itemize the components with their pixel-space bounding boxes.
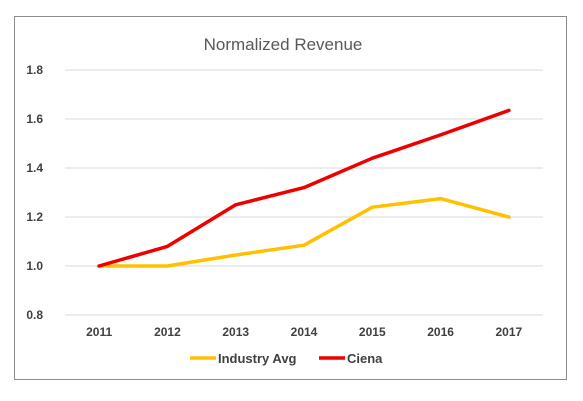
legend: Industry Avg Ciena [190, 351, 383, 366]
y-tick-label: 1.6 [26, 112, 43, 126]
y-tick-label: 0.8 [26, 308, 43, 322]
data-point [439, 197, 443, 201]
legend-label: Ciena [347, 351, 383, 366]
x-tick-label: 2016 [427, 325, 454, 339]
x-tick-label: 2015 [359, 325, 386, 339]
data-point [234, 253, 238, 257]
x-tick-label: 2012 [154, 325, 181, 339]
x-tick-label: 2013 [222, 325, 249, 339]
data-point [302, 243, 306, 247]
data-point [439, 133, 443, 137]
x-axis-ticks: 2011 2012 2013 2014 2015 2016 2017 [86, 325, 522, 339]
data-point [370, 205, 374, 209]
data-point [234, 203, 238, 207]
grid-layer [65, 69, 543, 316]
data-point [507, 215, 511, 219]
x-tick-label: 2011 [86, 325, 112, 339]
series-layer [97, 108, 511, 268]
chart-title: Normalized Revenue [204, 35, 363, 54]
y-tick-label: 1.4 [26, 161, 43, 175]
data-point [97, 264, 101, 268]
y-tick-label: 1.0 [26, 259, 43, 273]
data-point [165, 244, 169, 248]
x-tick-label: 2014 [291, 325, 318, 339]
data-point [370, 156, 374, 160]
data-point [302, 186, 306, 190]
x-tick-label: 2017 [496, 325, 523, 339]
chart-frame [14, 16, 567, 380]
data-point [507, 108, 511, 112]
data-point [165, 264, 169, 268]
legend-label: Industry Avg [218, 351, 297, 366]
y-tick-label: 1.2 [26, 210, 43, 224]
y-tick-label: 1.8 [26, 63, 43, 77]
y-axis-ticks: 0.8 1.0 1.2 1.4 1.6 1.8 [26, 63, 43, 322]
series-line-industry-avg [97, 196, 511, 268]
